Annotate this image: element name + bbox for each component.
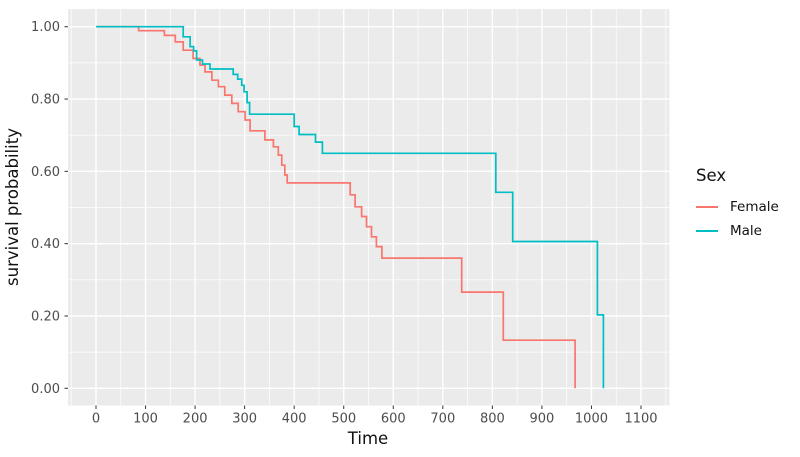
x-tick-label: 1000 [575, 412, 608, 427]
female-line-key-icon [696, 198, 718, 215]
legend-title: Sex [696, 166, 727, 185]
x-axis-title: Time [347, 429, 388, 448]
major-gridlines [68, 9, 670, 406]
y-axis-tick-labels: 0.00 0.20 0.40 0.60 0.80 1.00 [31, 20, 60, 397]
x-tick-label: 400 [282, 412, 307, 427]
x-tick-label: 200 [183, 412, 208, 427]
x-tick-label: 900 [530, 412, 555, 427]
y-tick-label: 0.40 [31, 237, 60, 252]
x-tick-label: 100 [133, 412, 158, 427]
x-axis-tick-labels: 0 100 200 300 400 500 600 700 800 900 1000 1100 [92, 412, 658, 427]
x-tick-label: 300 [232, 412, 257, 427]
y-axis-title: survival probability [3, 128, 22, 286]
x-tick-label: 700 [430, 412, 455, 427]
axis-tick-marks [64, 26, 642, 409]
y-tick-label: 0.00 [31, 382, 60, 397]
y-tick-label: 0.80 [31, 93, 60, 108]
x-tick-label: 1100 [624, 412, 657, 427]
x-tick-label: 600 [381, 412, 406, 427]
x-tick-label: 500 [331, 412, 356, 427]
legend-item-female: Female [692, 198, 796, 215]
y-tick-label: 0.60 [31, 165, 60, 180]
survival-curve-male [96, 25, 605, 389]
legend-label-female: Female [730, 198, 779, 215]
male-line-key-icon [696, 222, 718, 239]
legend-item-male: Male [692, 222, 796, 239]
survival-curves [96, 25, 605, 389]
legend: Sex Female Male [692, 166, 796, 246]
y-tick-label: 1.00 [31, 20, 60, 35]
survival-curve-female [96, 25, 576, 389]
x-tick-label: 800 [480, 412, 505, 427]
legend-label-male: Male [730, 222, 762, 239]
y-tick-label: 0.20 [31, 309, 60, 324]
x-tick-label: 0 [92, 412, 100, 427]
